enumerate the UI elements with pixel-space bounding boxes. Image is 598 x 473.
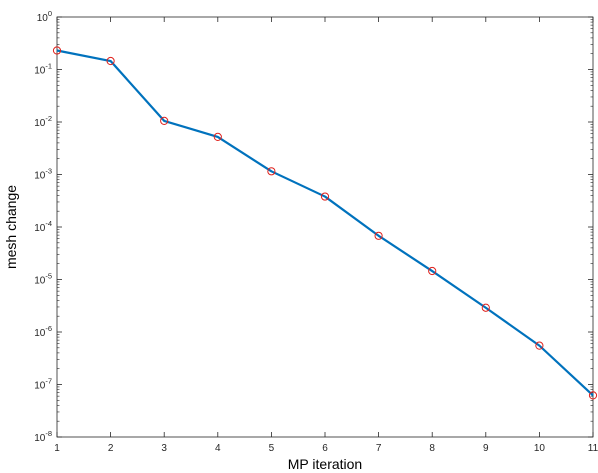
x-tick-label: 5 xyxy=(269,443,275,454)
data-point xyxy=(160,116,169,125)
x-tick-label: 2 xyxy=(108,443,114,454)
y-tick-label: 10-1 xyxy=(34,62,52,77)
x-tick-label: 11 xyxy=(588,443,598,454)
x-tick-labels: 1 2 3 4 5 6 7 8 9 10 11 xyxy=(54,443,598,454)
x-tick-label: 3 xyxy=(161,443,167,454)
data-point xyxy=(588,391,598,400)
x-tick-label: 9 xyxy=(483,443,489,454)
data-point xyxy=(428,266,437,276)
data-point xyxy=(535,341,544,350)
x-tick-label: 8 xyxy=(429,443,435,454)
data-point xyxy=(267,167,276,176)
y-tick-label: 10-5 xyxy=(34,272,52,287)
y-tick-label: 10-7 xyxy=(34,377,52,392)
data-point xyxy=(320,192,330,201)
data-point xyxy=(213,132,222,142)
x-tick-label: 10 xyxy=(534,443,546,454)
x-tick-label: 7 xyxy=(376,443,382,454)
y-axis-title: mesh change xyxy=(3,185,19,269)
data-point xyxy=(52,46,62,55)
x-axis-title: MP iteration xyxy=(288,456,362,472)
data-point xyxy=(374,231,383,240)
y-tick-label: 10-8 xyxy=(34,429,52,444)
data-point xyxy=(106,56,115,66)
plot-area xyxy=(56,16,594,438)
y-tick-label: 10-4 xyxy=(34,219,52,234)
y-tick-label: 10-3 xyxy=(34,167,52,182)
series-markers xyxy=(52,46,598,400)
y-tick-label: 10-6 xyxy=(34,324,52,339)
y-tick-labels: 10-8 10-7 10-6 10-5 10-4 10-3 10-2 10-1 100 xyxy=(34,9,52,444)
x-tick-label: 1 xyxy=(54,443,60,454)
series-line xyxy=(56,49,594,397)
data-point xyxy=(481,303,490,312)
y-tick-label: 100 xyxy=(37,9,52,24)
axis-ticks xyxy=(56,16,594,438)
x-tick-label: 4 xyxy=(215,443,221,454)
x-tick-label: 6 xyxy=(322,443,328,454)
y-tick-label: 10-2 xyxy=(34,114,52,129)
